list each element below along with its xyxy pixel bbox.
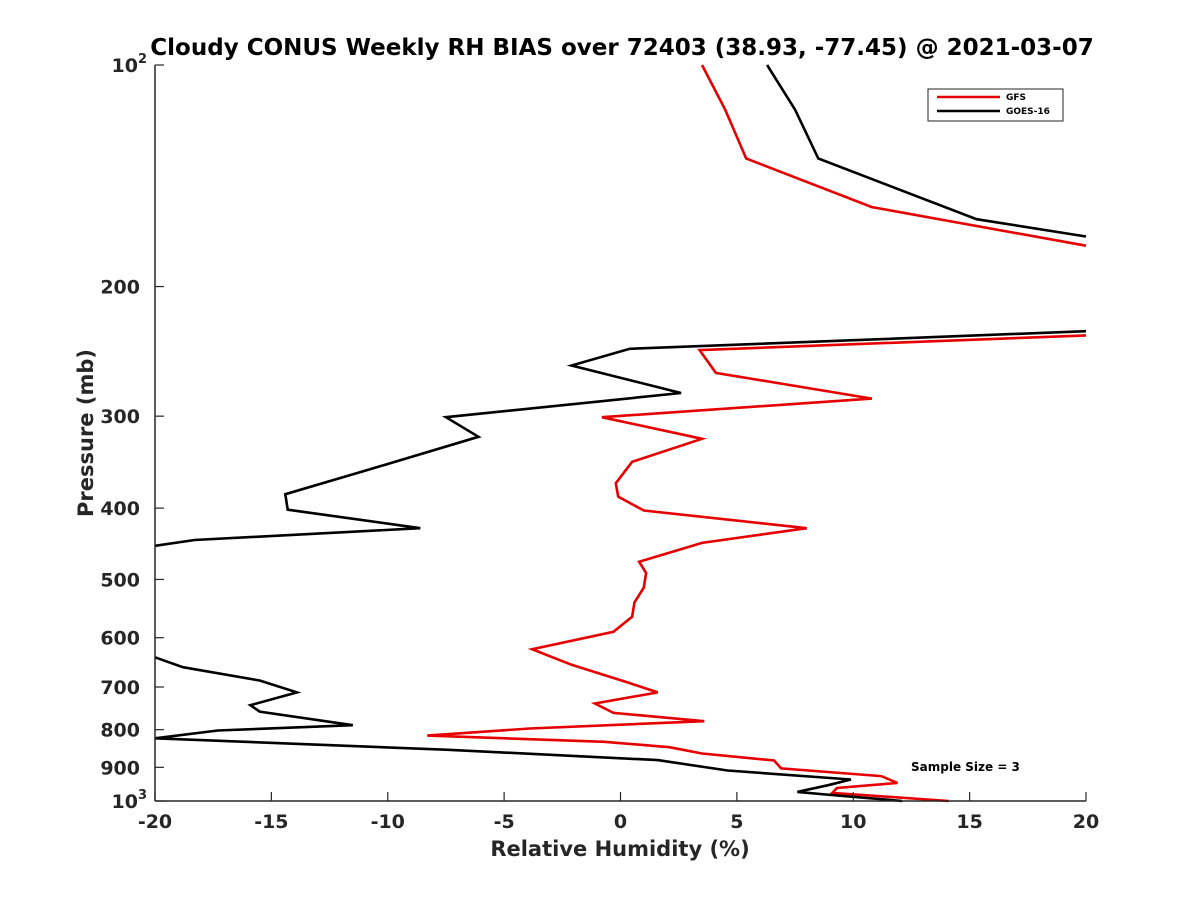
y-tick-label: 900 — [100, 757, 140, 779]
x-tick-label: -5 — [494, 811, 515, 833]
legend: GFS GOES-16 — [927, 88, 1064, 122]
series-line-gfs — [427, 64, 1087, 803]
x-tick-label: 20 — [1073, 811, 1099, 833]
y-tick-exponent: 2 — [138, 52, 147, 67]
series-layer — [154, 64, 1087, 803]
x-tick-label: 15 — [956, 811, 982, 833]
x-tick-label: 10 — [840, 811, 866, 833]
x-tick-label: -15 — [254, 811, 288, 833]
legend-label-gfs: GFS — [1006, 93, 1026, 103]
chart-title: Cloudy CONUS Weekly RH BIAS over 72403 (… — [150, 35, 1093, 61]
y-tick-label: 800 — [100, 720, 140, 742]
legend-box — [927, 88, 1064, 122]
y-tick-exponent: 3 — [138, 788, 147, 803]
y-tick-label: 200 — [100, 277, 140, 299]
x-tick-label: -10 — [371, 811, 405, 833]
y-tick-label: 700 — [100, 677, 140, 699]
series-line-goes-16 — [154, 64, 1087, 803]
y-tick-label: 600 — [100, 628, 140, 650]
y-tick-label: 102 — [112, 52, 148, 77]
x-axis-label: Relative Humidity (%) — [490, 837, 749, 861]
y-axis-label: Pressure (mb) — [74, 349, 98, 517]
axes-layer: -20 -15 -10 -5 0 5 10 15 20102200300400500600700… — [100, 52, 1099, 833]
sample-size-annotation: Sample Size = 3 — [911, 760, 1020, 774]
x-tick-label: 0 — [614, 811, 627, 833]
y-tick-label: 300 — [100, 406, 140, 428]
y-tick-label: 500 — [100, 569, 140, 591]
y-tick-base: 10 — [112, 55, 138, 77]
y-tick-base: 10 — [112, 791, 138, 813]
y-tick-label: 400 — [100, 498, 140, 520]
x-tick-label: -20 — [138, 811, 172, 833]
x-tick-label: 5 — [730, 811, 743, 833]
y-tick-label: 103 — [112, 788, 148, 813]
legend-label-goes16: GOES-16 — [1006, 107, 1050, 117]
